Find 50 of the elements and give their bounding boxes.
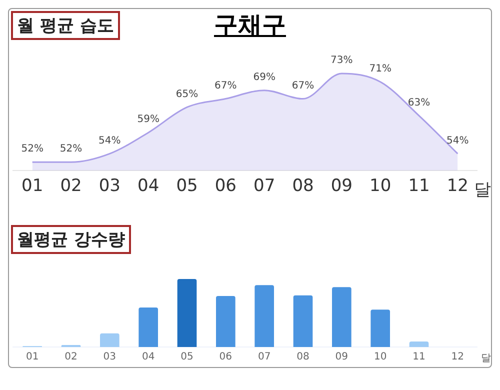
x-tick-label: 11 (408, 176, 430, 196)
data-label: 67% (292, 80, 314, 92)
x-tick-label: 01 (26, 352, 39, 363)
bar (332, 287, 352, 347)
x-axis-title: 달 (474, 179, 491, 201)
chart-subtitle: 월평균 강수량 (11, 225, 131, 254)
data-label: 59% (137, 114, 160, 126)
x-tick-label: 02 (60, 176, 82, 196)
bar (100, 333, 120, 347)
x-tick-label: 06 (219, 352, 232, 363)
x-tick-label: 11 (412, 352, 426, 363)
x-tick-label: 06 (214, 176, 236, 196)
x-tick-label: 04 (138, 176, 160, 196)
x-tick-label: 08 (296, 352, 310, 363)
bar (370, 310, 390, 347)
data-label: 52% (60, 144, 82, 155)
x-tick-label: 05 (176, 176, 198, 196)
bar (293, 295, 313, 347)
data-label: 73% (330, 55, 353, 66)
chart-subtitle: 월 평균 습도 (11, 11, 120, 40)
data-label: 69% (253, 72, 276, 83)
bar (216, 296, 236, 347)
x-tick-label: 12 (446, 176, 468, 196)
x-tick-label: 01 (22, 176, 44, 196)
data-label: 52% (21, 144, 44, 155)
x-tick-label: 09 (335, 352, 348, 363)
data-label: 63% (408, 97, 430, 108)
x-tick-label: 05 (180, 352, 194, 363)
data-label: 71% (369, 63, 392, 74)
bar (254, 285, 274, 347)
bar (177, 279, 197, 347)
x-tick-label: 10 (374, 352, 387, 363)
x-tick-label: 07 (258, 352, 271, 363)
x-tick-label: 02 (64, 352, 78, 363)
x-tick-label: 03 (103, 352, 116, 363)
chart-title: 구채구 (214, 11, 286, 39)
data-label: 54% (446, 135, 469, 146)
data-label: 67% (214, 80, 237, 92)
x-axis-title: 달 (481, 352, 491, 365)
x-tick-label: 07 (254, 176, 276, 196)
x-tick-label: 10 (370, 176, 392, 196)
x-tick-label: 04 (142, 352, 155, 363)
data-label: 65% (176, 88, 198, 100)
x-tick-label: 09 (330, 176, 352, 196)
bar (409, 342, 429, 347)
x-tick-label: 12 (451, 352, 464, 363)
data-label: 54% (98, 135, 121, 146)
bar (138, 308, 158, 347)
x-tick-label: 03 (98, 176, 120, 196)
x-tick-label: 08 (292, 176, 314, 196)
